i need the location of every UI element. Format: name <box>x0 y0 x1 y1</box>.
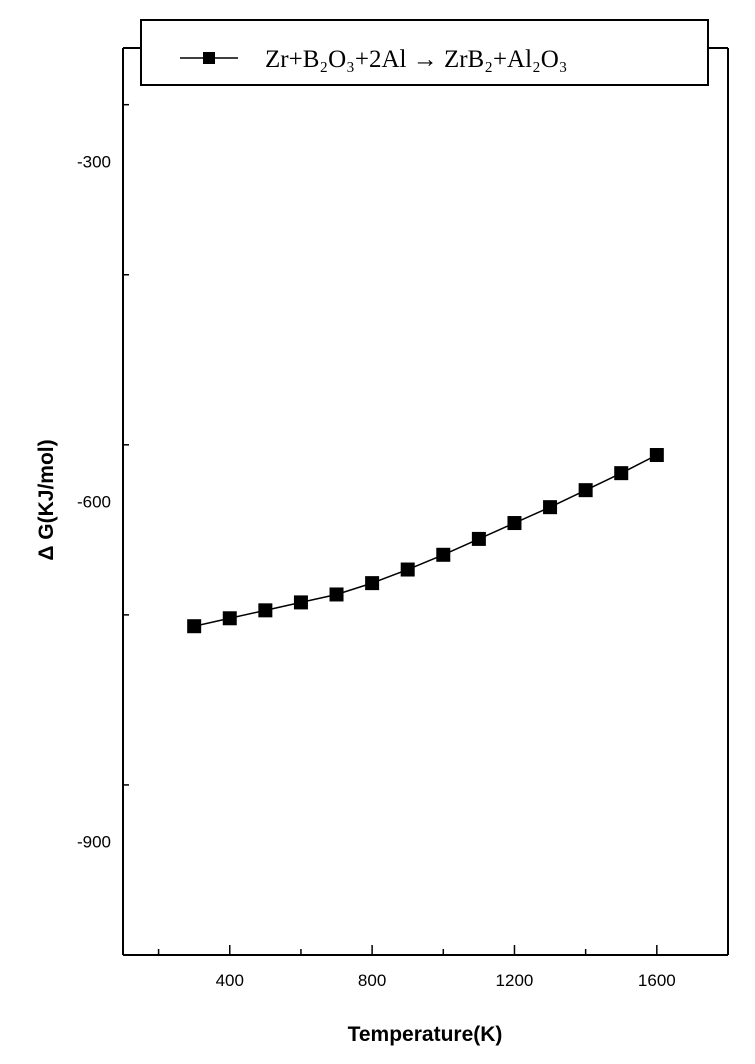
data-point-marker <box>649 448 664 463</box>
data-point-marker <box>471 531 486 546</box>
data-point-marker <box>222 611 237 626</box>
x-axis-ticks: 400 800 1200 1600 <box>157 945 676 990</box>
legend: Zr+B₂O₃+2Al → ZrB₂+Al₂O₃ <box>140 19 709 86</box>
x-axis-title: Temperature(K) <box>348 1023 503 1046</box>
x-tick-label: 1200 <box>496 971 534 990</box>
y-tick-label: -300 <box>77 152 111 171</box>
plot-frame <box>122 47 729 956</box>
legend-series-name: Zr+B₂O₃+2Al → ZrB₂+Al₂O₃ <box>265 46 568 73</box>
data-point-marker <box>365 576 380 591</box>
data-point-marker <box>436 547 451 562</box>
x-tick-label: 800 <box>358 971 386 990</box>
data-point-marker <box>578 483 593 498</box>
data-point-marker <box>187 619 202 634</box>
data-point-marker <box>258 603 273 618</box>
y-tick-label: -900 <box>77 833 111 852</box>
x-tick-label: 1600 <box>638 971 676 990</box>
data-point-marker <box>614 466 629 481</box>
data-point-marker <box>329 587 344 602</box>
y-tick-label: -600 <box>77 493 111 512</box>
legend-marker-icon <box>203 52 215 64</box>
data-point-marker <box>400 562 415 577</box>
data-point-marker <box>507 516 522 531</box>
legend-box <box>140 19 709 86</box>
series-line <box>194 454 658 627</box>
data-point-marker <box>543 500 558 515</box>
x-tick-label: 400 <box>216 971 244 990</box>
data-point-marker <box>293 595 308 610</box>
y-axis-ticks: -300 -600 -900 <box>77 103 129 852</box>
series-layer <box>187 448 664 634</box>
y-axis-title: Δ G(KJ/mol) <box>35 439 58 560</box>
